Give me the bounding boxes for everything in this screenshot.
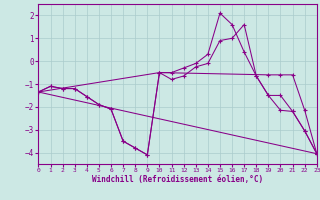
X-axis label: Windchill (Refroidissement éolien,°C): Windchill (Refroidissement éolien,°C) xyxy=(92,175,263,184)
